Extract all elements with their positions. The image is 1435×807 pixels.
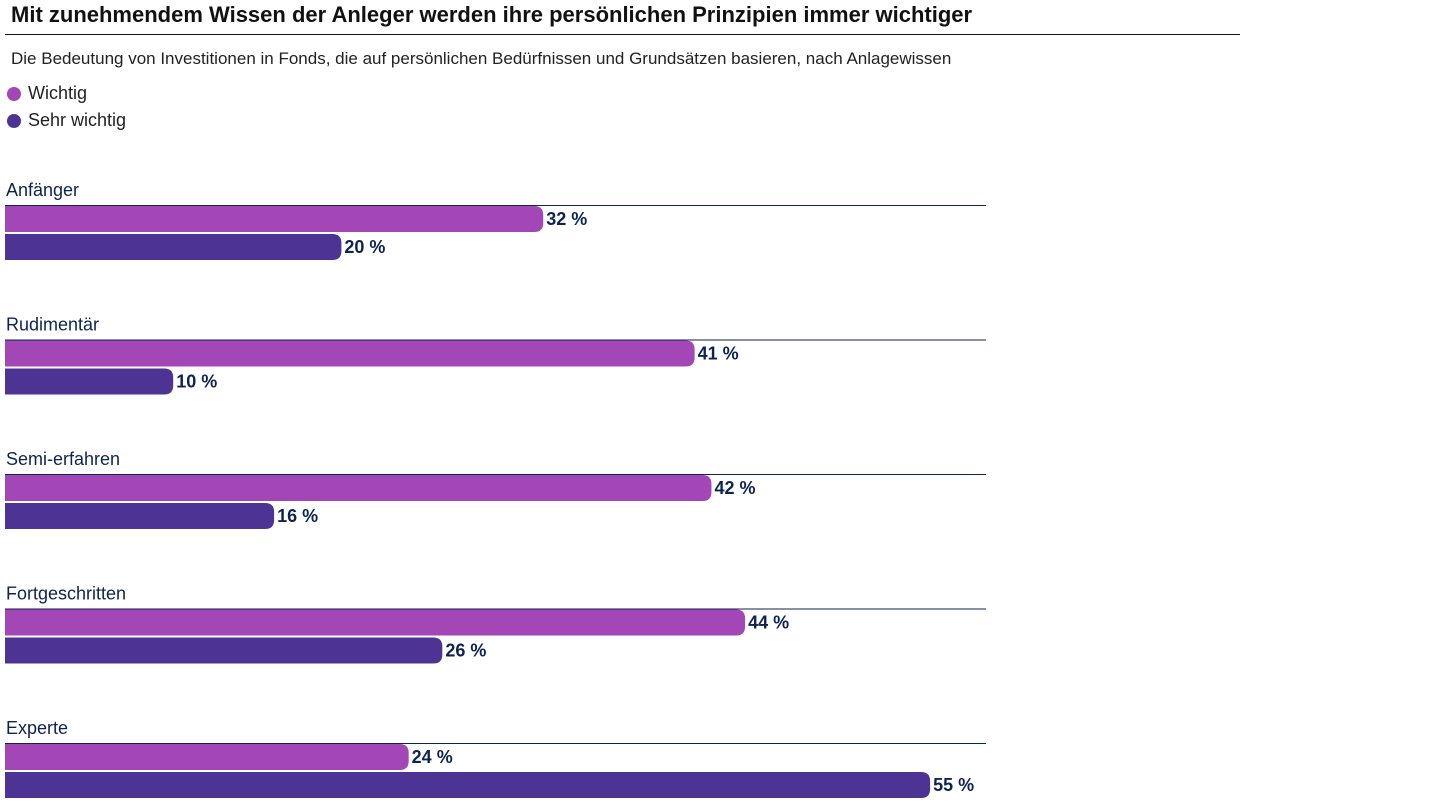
legend-dot-icon xyxy=(7,113,21,128)
legend: Wichtig Sehr wichtig xyxy=(7,80,126,134)
category-label: Experte xyxy=(6,718,68,738)
bar-sehr-wichtig xyxy=(5,772,931,798)
bar-wichtig xyxy=(5,609,746,636)
value-label: 24 % xyxy=(412,747,453,767)
chart-title: Mit zunehmendem Wissen der Anleger werde… xyxy=(11,2,973,27)
legend-item-wichtig: Wichtig xyxy=(7,80,126,107)
bar-wichtig xyxy=(5,206,544,232)
legend-item-sehr-wichtig: Sehr wichtig xyxy=(7,107,126,134)
value-label: 44 % xyxy=(748,613,789,633)
legend-dot-icon xyxy=(7,86,21,101)
category-label: Fortgeschritten xyxy=(6,584,126,604)
title-divider xyxy=(5,34,1240,35)
bar-wichtig xyxy=(5,475,712,501)
bar-wichtig xyxy=(5,340,695,367)
value-label: 20 % xyxy=(344,237,385,257)
legend-label: Wichtig xyxy=(28,83,88,103)
chart-subtitle: Die Bedeutung von Investitionen in Fonds… xyxy=(11,49,952,68)
bar-sehr-wichtig xyxy=(5,234,342,260)
category-label: Anfänger xyxy=(6,180,79,200)
bar-sehr-wichtig xyxy=(5,368,174,395)
category-label: Semi-erfahren xyxy=(6,449,120,469)
value-label: 42 % xyxy=(714,478,755,498)
bar-sehr-wichtig xyxy=(5,637,443,664)
value-label: 32 % xyxy=(546,209,587,229)
value-label: 55 % xyxy=(933,775,974,795)
value-label: 10 % xyxy=(176,372,217,392)
value-label: 26 % xyxy=(445,641,486,661)
legend-label: Sehr wichtig xyxy=(28,110,127,130)
value-label: 16 % xyxy=(277,506,318,526)
category-label: Rudimentär xyxy=(6,315,99,335)
bar-sehr-wichtig xyxy=(5,503,275,529)
value-label: 41 % xyxy=(698,344,739,364)
bar-wichtig xyxy=(5,744,409,770)
